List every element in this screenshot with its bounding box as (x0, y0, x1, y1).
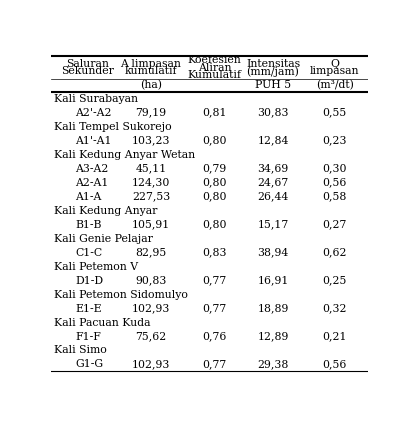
Text: 0,30: 0,30 (323, 164, 347, 174)
Text: Saluran: Saluran (66, 59, 109, 69)
Text: C1-C: C1-C (75, 248, 102, 257)
Text: D1-D: D1-D (75, 276, 103, 285)
Text: 0,32: 0,32 (323, 304, 347, 313)
Text: 0,80: 0,80 (202, 220, 227, 229)
Text: A3-A2: A3-A2 (75, 164, 108, 174)
Text: 26,44: 26,44 (257, 192, 289, 202)
Text: 29,38: 29,38 (257, 360, 289, 369)
Text: kumulatif: kumulatif (125, 67, 177, 76)
Text: E1-E: E1-E (75, 304, 101, 313)
Text: A2-A1: A2-A1 (75, 178, 108, 188)
Text: 0,80: 0,80 (202, 178, 227, 188)
Text: 75,62: 75,62 (135, 332, 166, 341)
Text: 0,56: 0,56 (323, 360, 347, 369)
Text: 12,84: 12,84 (257, 136, 289, 146)
Text: 0,79: 0,79 (202, 164, 227, 174)
Text: 34,69: 34,69 (257, 164, 289, 174)
Text: A1-A: A1-A (75, 192, 101, 202)
Text: (ha): (ha) (140, 80, 162, 91)
Text: PUH 5: PUH 5 (255, 81, 291, 90)
Text: Kali Kedung Anyar Wetan: Kali Kedung Anyar Wetan (54, 150, 196, 160)
Text: 0,23: 0,23 (323, 136, 347, 146)
Text: 102,93: 102,93 (132, 304, 170, 313)
Text: Kali Pacuan Kuda: Kali Pacuan Kuda (54, 318, 151, 327)
Text: Aliran: Aliran (198, 62, 231, 73)
Text: 79,19: 79,19 (135, 108, 166, 118)
Text: 24,67: 24,67 (257, 178, 289, 188)
Text: Kali Petemon V: Kali Petemon V (54, 262, 138, 271)
Text: Kali Genie Pelajar: Kali Genie Pelajar (54, 234, 153, 243)
Text: limpasan: limpasan (310, 67, 360, 76)
Text: 38,94: 38,94 (257, 248, 289, 257)
Text: 0,83: 0,83 (202, 248, 227, 257)
Text: 0,77: 0,77 (202, 360, 227, 369)
Text: 0,27: 0,27 (323, 220, 347, 229)
Text: A1'-A1: A1'-A1 (75, 136, 111, 146)
Text: Kali Surabayan: Kali Surabayan (54, 94, 138, 104)
Text: 0,77: 0,77 (202, 304, 227, 313)
Text: 105,91: 105,91 (132, 220, 170, 229)
Text: 0,58: 0,58 (323, 192, 347, 202)
Text: Sekunder: Sekunder (61, 67, 114, 76)
Text: 82,95: 82,95 (135, 248, 166, 257)
Text: 0,62: 0,62 (323, 248, 347, 257)
Text: 0,55: 0,55 (323, 108, 347, 118)
Text: 0,80: 0,80 (202, 192, 227, 202)
Text: (mm/jam): (mm/jam) (247, 66, 299, 77)
Text: 103,23: 103,23 (132, 136, 170, 146)
Text: 16,91: 16,91 (257, 276, 289, 285)
Text: 0,25: 0,25 (323, 276, 347, 285)
Text: 124,30: 124,30 (132, 178, 170, 188)
Text: Kali Tempel Sukorejo: Kali Tempel Sukorejo (54, 122, 172, 132)
Text: Kali Simo: Kali Simo (54, 346, 107, 355)
Text: Koefesien: Koefesien (187, 56, 241, 65)
Text: Q: Q (330, 59, 339, 69)
Text: Kali Kedung Anyar: Kali Kedung Anyar (54, 206, 158, 215)
Text: 45,11: 45,11 (135, 164, 166, 174)
Text: 0,56: 0,56 (323, 178, 347, 188)
Text: 12,89: 12,89 (257, 332, 289, 341)
Text: 0,81: 0,81 (202, 108, 227, 118)
Text: 0,76: 0,76 (202, 332, 227, 341)
Text: 0,77: 0,77 (202, 276, 227, 285)
Text: 15,17: 15,17 (257, 220, 289, 229)
Text: G1-G: G1-G (75, 360, 103, 369)
Text: 227,53: 227,53 (132, 192, 170, 202)
Text: 18,89: 18,89 (257, 304, 289, 313)
Text: A limpasan: A limpasan (121, 59, 182, 69)
Text: 0,21: 0,21 (323, 332, 347, 341)
Text: F1-F: F1-F (75, 332, 101, 341)
Text: Kumulatif: Kumulatif (187, 70, 241, 80)
Text: (m³/dt): (m³/dt) (316, 80, 354, 91)
Text: 102,93: 102,93 (132, 360, 170, 369)
Text: B1-B: B1-B (75, 220, 101, 229)
Text: Intensitas: Intensitas (246, 59, 300, 69)
Text: 30,83: 30,83 (257, 108, 289, 118)
Text: A2'-A2: A2'-A2 (75, 108, 111, 118)
Text: Kali Petemon Sidomulyo: Kali Petemon Sidomulyo (54, 290, 188, 299)
Text: 90,83: 90,83 (135, 276, 166, 285)
Text: 0,80: 0,80 (202, 136, 227, 146)
